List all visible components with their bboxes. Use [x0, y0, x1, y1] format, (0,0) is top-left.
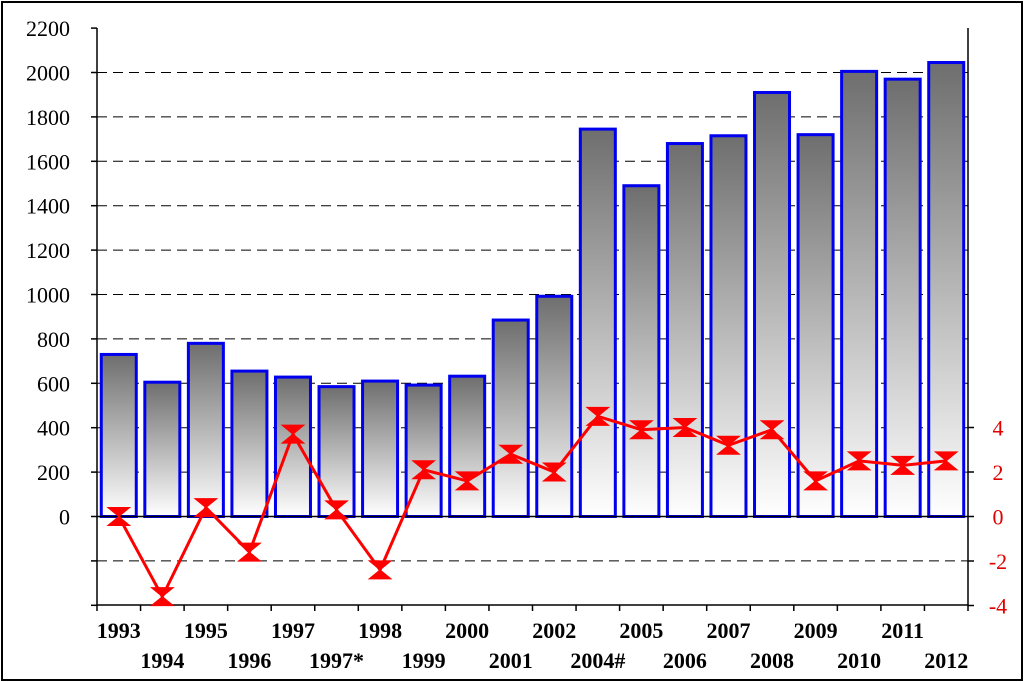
right-tick-label: 2 — [993, 460, 1004, 485]
category-label: 1997* — [309, 648, 364, 673]
bar — [753, 90, 792, 518]
line-point-marker — [803, 471, 828, 491]
line-point-marker — [716, 435, 741, 455]
line-point-marker — [759, 420, 785, 440]
left-tick-label: 0 — [59, 505, 70, 530]
bar — [883, 77, 922, 518]
right-tick-label: -4 — [989, 594, 1007, 619]
line-point-marker — [541, 462, 567, 482]
line-point-marker — [933, 451, 959, 471]
line-point-marker — [672, 418, 698, 437]
left-tick-label: 1400 — [26, 194, 70, 219]
bar — [796, 133, 835, 518]
category-label: 1996 — [227, 648, 271, 673]
line-point-marker — [411, 460, 437, 480]
bar — [622, 184, 661, 518]
line-point-marker — [367, 560, 393, 580]
category-label: 2010 — [837, 648, 881, 673]
bar — [709, 134, 748, 519]
bar — [665, 142, 704, 518]
bar — [230, 369, 269, 518]
category-label: 2001 — [489, 648, 533, 673]
category-label: 1995 — [184, 618, 228, 643]
line-point-marker — [280, 424, 306, 444]
line-point-marker — [193, 498, 219, 518]
category-label: 2005 — [619, 618, 663, 643]
left-tick-label: 400 — [37, 416, 70, 441]
line-point-marker — [237, 542, 262, 562]
line-point-marker — [890, 455, 916, 475]
line-point-marker — [149, 587, 175, 607]
line-point-marker — [628, 420, 654, 440]
bar — [361, 379, 400, 518]
right-tick-label: 4 — [993, 416, 1004, 441]
left-tick-label: 800 — [37, 327, 70, 352]
right-tick-label: -2 — [989, 549, 1007, 574]
left-tick-label: 200 — [37, 460, 70, 485]
line-series — [106, 406, 959, 607]
line-point-marker — [498, 444, 524, 464]
category-label: 2009 — [794, 618, 838, 643]
category-label: 2011 — [881, 618, 924, 643]
category-label: 1998 — [358, 618, 402, 643]
line-point-marker — [106, 507, 132, 526]
bar — [99, 352, 138, 518]
bar — [273, 375, 312, 519]
category-label: 1994 — [140, 648, 184, 673]
category-label: 2012 — [924, 648, 968, 673]
category-label: 2004# — [570, 648, 625, 673]
category-label: 1993 — [97, 618, 141, 643]
left-tick-label: 600 — [37, 371, 70, 396]
bar — [535, 294, 574, 518]
bar — [578, 127, 617, 519]
left-tick-label: 2000 — [26, 61, 70, 86]
gridlines — [97, 72, 968, 562]
left-tick-label: 1200 — [26, 238, 70, 263]
line-point-marker — [454, 471, 480, 491]
category-label: 2006 — [663, 648, 707, 673]
category-label: 2000 — [445, 618, 489, 643]
bar-series — [99, 61, 966, 519]
category-label: 2002 — [532, 618, 576, 643]
bar — [491, 318, 530, 518]
axes — [91, 27, 974, 611]
left-tick-label: 1000 — [26, 283, 70, 308]
category-label: 1999 — [402, 648, 446, 673]
line-point-marker — [585, 406, 611, 426]
category-label: 1997 — [271, 618, 315, 643]
bar — [448, 374, 487, 519]
bar — [317, 385, 356, 518]
bar — [143, 380, 182, 518]
left-tick-label: 2200 — [26, 16, 70, 41]
line-point-marker — [846, 451, 872, 471]
labels: 2200200018001600140012001000800600400200… — [26, 16, 1007, 673]
category-label: 2007 — [706, 618, 750, 643]
line-point-marker — [324, 500, 349, 520]
bar — [186, 341, 225, 518]
bar — [840, 69, 879, 518]
left-tick-label: 1600 — [26, 149, 70, 174]
bar — [927, 61, 966, 518]
left-tick-label: 1800 — [26, 105, 70, 130]
category-label: 2008 — [750, 648, 794, 673]
right-tick-label: 0 — [993, 505, 1004, 530]
